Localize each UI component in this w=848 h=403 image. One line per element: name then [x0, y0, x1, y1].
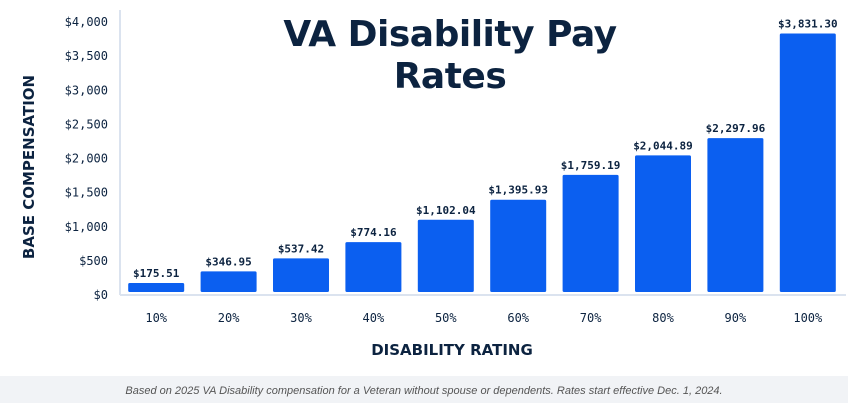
data-label: $175.51: [133, 267, 180, 280]
bar: [417, 219, 474, 292]
bar: [128, 283, 185, 292]
data-label: $1,395.93: [488, 184, 548, 197]
bar: [490, 199, 547, 292]
data-label: $346.95: [205, 255, 251, 268]
bar: [707, 138, 764, 292]
x-tick-label: 60%: [507, 311, 529, 325]
bar: [562, 174, 619, 292]
y-tick-label: $2,500: [65, 117, 108, 131]
y-tick-label: $500: [79, 254, 108, 268]
data-label: $2,044.89: [633, 139, 693, 152]
bar: [779, 33, 836, 293]
data-label: $774.16: [350, 226, 397, 239]
data-label: $1,759.19: [561, 159, 621, 172]
chart-title: VA Disability Pay Rates: [283, 14, 617, 97]
y-tick-label: $2,000: [65, 152, 108, 166]
x-tick-label: 80%: [652, 311, 674, 325]
footer-band: [0, 376, 848, 403]
x-tick-label: 90%: [725, 311, 747, 325]
data-label: $2,297.96: [706, 122, 766, 135]
x-tick-label: 10%: [145, 311, 167, 325]
y-tick-label: $1,500: [65, 186, 108, 200]
y-tick-label: $1,000: [65, 220, 108, 234]
data-label: $537.42: [278, 242, 324, 255]
y-tick-label: $4,000: [65, 15, 108, 29]
data-label: $1,102.04: [416, 204, 476, 217]
x-tick-label: 50%: [435, 311, 457, 325]
y-tick-label: $0: [94, 288, 108, 302]
x-axis-label: DISABILITY RATING: [371, 341, 533, 359]
x-tick-label: 20%: [218, 311, 240, 325]
y-axis-label: BASE COMPENSATION: [20, 74, 38, 260]
y-tick-label: $3,500: [65, 49, 108, 63]
x-tick-label: 70%: [580, 311, 602, 325]
footer-note: Based on 2025 VA Disability compensation…: [125, 385, 723, 397]
bar: [273, 258, 329, 292]
x-tick-label: 100%: [793, 311, 823, 325]
y-tick-label: $3,000: [65, 83, 108, 97]
x-tick-label: 40%: [363, 311, 385, 325]
bar: [345, 242, 402, 292]
x-tick-label: 30%: [290, 311, 312, 325]
bar: [200, 271, 257, 292]
bar: [635, 155, 691, 292]
data-label: $3,831.30: [778, 18, 838, 31]
